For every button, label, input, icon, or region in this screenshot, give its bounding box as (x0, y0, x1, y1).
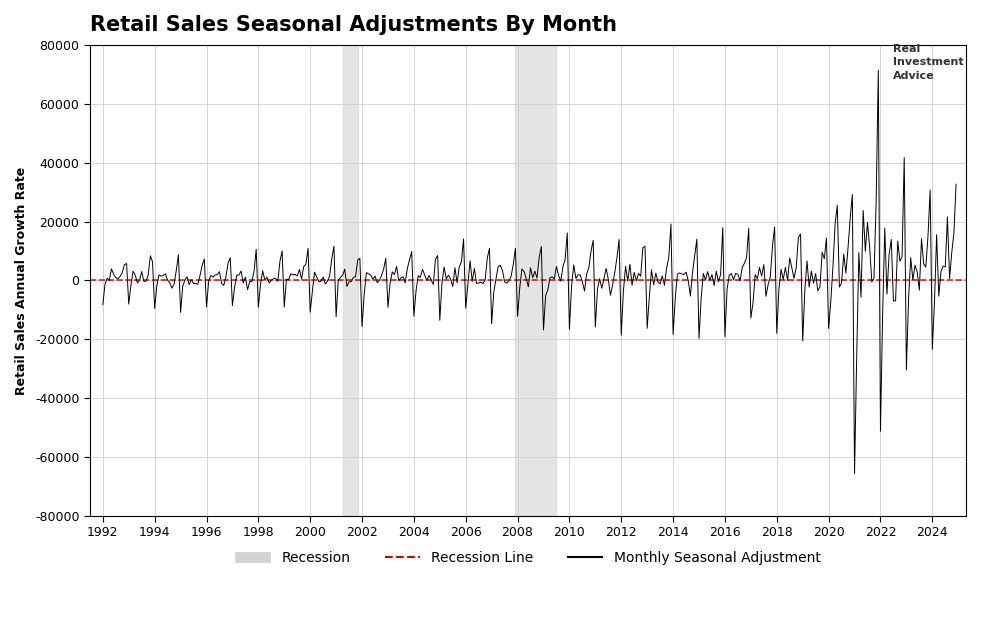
Text: Real
Investment
Advice: Real Investment Advice (893, 44, 963, 80)
Text: Retail Sales Seasonal Adjustments By Month: Retail Sales Seasonal Adjustments By Mon… (90, 15, 617, 35)
Y-axis label: Retail Sales Annual Growth Rate: Retail Sales Annual Growth Rate (15, 167, 28, 394)
Bar (64, 45, 83, 516)
Bar (515, 45, 556, 516)
Bar (342, 45, 358, 516)
Legend: Recession, Recession Line, Monthly Seasonal Adjustment: Recession, Recession Line, Monthly Seaso… (230, 545, 826, 570)
